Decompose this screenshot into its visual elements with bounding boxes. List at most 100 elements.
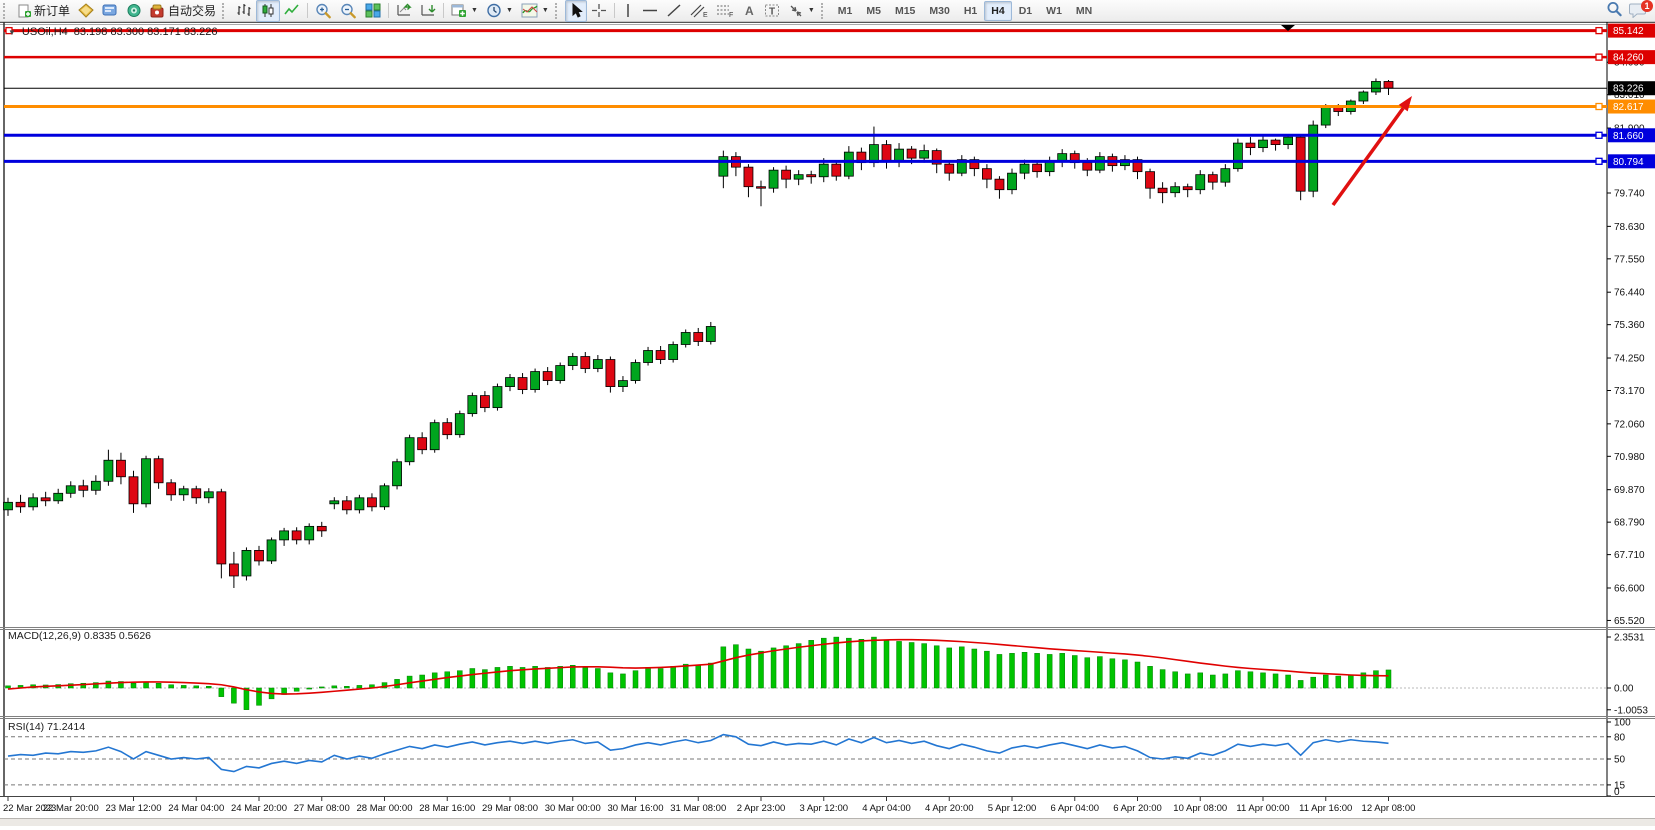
- toolbar-grip[interactable]: [554, 2, 561, 19]
- candle-body: [15, 501, 26, 508]
- new-order-label: 新订单: [34, 4, 71, 18]
- macd-histogram-bar: [1373, 670, 1379, 689]
- line-chart-button[interactable]: [280, 0, 304, 22]
- svg-text:E: E: [703, 12, 708, 18]
- macd-histogram-bar: [344, 686, 350, 689]
- macd-histogram-bar: [1385, 669, 1392, 689]
- trendline-tool-button[interactable]: [662, 0, 686, 22]
- zoom-out-button[interactable]: [336, 0, 361, 22]
- new-chart-icon: [451, 4, 467, 17]
- macd-histogram-bar: [1197, 672, 1203, 689]
- time-label: 24 Mar 04:00: [168, 803, 224, 814]
- candle-body: [843, 151, 854, 177]
- bar-chart-button[interactable]: [232, 0, 256, 22]
- toolbar-grip[interactable]: [222, 2, 228, 19]
- price-badge: [1608, 128, 1655, 143]
- toolbar-grip[interactable]: [820, 2, 827, 19]
- chart-window[interactable]: 84.09083.01081.90079.74078.63077.55076.4…: [0, 22, 1655, 825]
- vertical-line-tool-button[interactable]: [618, 0, 638, 22]
- text-tool-button[interactable]: A: [738, 0, 760, 22]
- candlestick-chart-button[interactable]: [256, 0, 281, 22]
- new-order-button[interactable]: 新订单: [13, 0, 74, 22]
- candle-body: [618, 380, 628, 387]
- timeframe-d1-button[interactable]: D1: [1018, 4, 1033, 17]
- timeframe-w1-button[interactable]: W1: [1046, 4, 1062, 17]
- cursor-button[interactable]: [564, 0, 587, 22]
- price-tick-label: 67.710: [1614, 550, 1645, 561]
- market-watch-button[interactable]: [74, 0, 98, 22]
- macd-histogram-bar: [657, 668, 664, 689]
- data-window-button[interactable]: [98, 0, 122, 22]
- candle-body: [580, 356, 591, 369]
- timeframe-h4-button[interactable]: H4: [984, 0, 1012, 21]
- timeframe-h1-button[interactable]: H1: [963, 4, 978, 17]
- new-chart-button[interactable]: ▼: [447, 0, 482, 22]
- candle-body: [1371, 81, 1381, 93]
- fibonacci-icon: F: [716, 5, 733, 18]
- one-click-trading-arrow-icon[interactable]: ▼: [8, 27, 16, 37]
- macd-histogram-bar: [482, 669, 488, 689]
- line-anchor-handle[interactable]: [1595, 26, 1603, 35]
- text-label-tool-button[interactable]: T: [760, 0, 784, 22]
- zoom-in-button[interactable]: [311, 0, 336, 22]
- price-badge-label: 84.260: [1613, 53, 1644, 64]
- macd-histogram-bar: [469, 668, 476, 689]
- timeframe-mn-button[interactable]: MN: [1075, 4, 1093, 17]
- macd-histogram-bar: [1297, 680, 1304, 689]
- candle-body: [191, 488, 202, 499]
- candle-body: [429, 422, 440, 451]
- candle-body: [379, 485, 390, 508]
- macd-histogram-bar: [770, 647, 777, 689]
- toolbar-separator: [388, 3, 390, 18]
- sound-button[interactable]: [122, 0, 146, 22]
- candle-body: [718, 156, 729, 177]
- periods-button[interactable]: ▼: [482, 0, 517, 22]
- search-button[interactable]: [1606, 1, 1623, 20]
- line-anchor-handle[interactable]: [1595, 131, 1603, 139]
- equidistant-channel-tool-button[interactable]: E: [686, 0, 712, 22]
- macd-histogram-bar: [1059, 653, 1065, 689]
- macd-histogram-bar: [93, 682, 99, 689]
- line-anchor-handle[interactable]: [5, 26, 13, 35]
- macd-histogram-bar: [670, 666, 676, 689]
- trend-arrow-annotation[interactable]: [1331, 107, 1405, 207]
- chart-shift-marker[interactable]: [1281, 25, 1295, 31]
- text-label-icon: T: [764, 4, 779, 18]
- arrows-tool-button[interactable]: ▼: [784, 0, 819, 22]
- tile-windows-button[interactable]: [361, 0, 385, 22]
- chart-shift-icon: [421, 5, 436, 16]
- auto-trading-icon: [150, 4, 164, 17]
- indicators-button[interactable]: ▼: [517, 0, 553, 22]
- timeframe-m30-button[interactable]: M30: [929, 4, 950, 17]
- time-label: 22 Mar 2023: [3, 803, 56, 814]
- candle-body: [969, 159, 980, 170]
- toolbar-grip[interactable]: [3, 2, 9, 19]
- timeframe-m1-button[interactable]: M1: [837, 4, 853, 17]
- line-anchor-handle[interactable]: [1595, 102, 1603, 111]
- crosshair-button[interactable]: [587, 0, 611, 22]
- fibonacci-tool-button[interactable]: F: [712, 0, 738, 22]
- notifications-button[interactable]: 1: [1629, 0, 1653, 20]
- candle-body: [103, 459, 114, 482]
- candle-body: [693, 332, 704, 342]
- auto-trading-button[interactable]: 自动交易: [146, 0, 220, 22]
- horizontal-line-tool-button[interactable]: [638, 0, 662, 22]
- trend-arrow-head[interactable]: [1398, 96, 1412, 112]
- chart-shift-button[interactable]: [416, 0, 440, 22]
- candle-body: [1258, 139, 1268, 149]
- auto-scroll-button[interactable]: [392, 0, 416, 22]
- macd-histogram-bar: [1021, 651, 1028, 689]
- macd-histogram-bar: [921, 643, 927, 689]
- line-anchor-handle[interactable]: [1595, 53, 1603, 61]
- candle-body: [178, 488, 189, 496]
- macd-histogram-bar: [218, 687, 225, 697]
- timeframe-m5-button[interactable]: M5: [866, 4, 881, 17]
- candle-body: [668, 344, 679, 360]
- auto-scroll-icon: [397, 3, 412, 16]
- timeframe-m15-button[interactable]: M15: [894, 4, 916, 17]
- line-anchor-handle[interactable]: [1595, 157, 1603, 165]
- candle-body: [40, 497, 51, 502]
- macd-histogram-bar: [306, 687, 312, 690]
- macd-histogram-bar: [1009, 653, 1015, 689]
- candle-body: [1170, 186, 1181, 194]
